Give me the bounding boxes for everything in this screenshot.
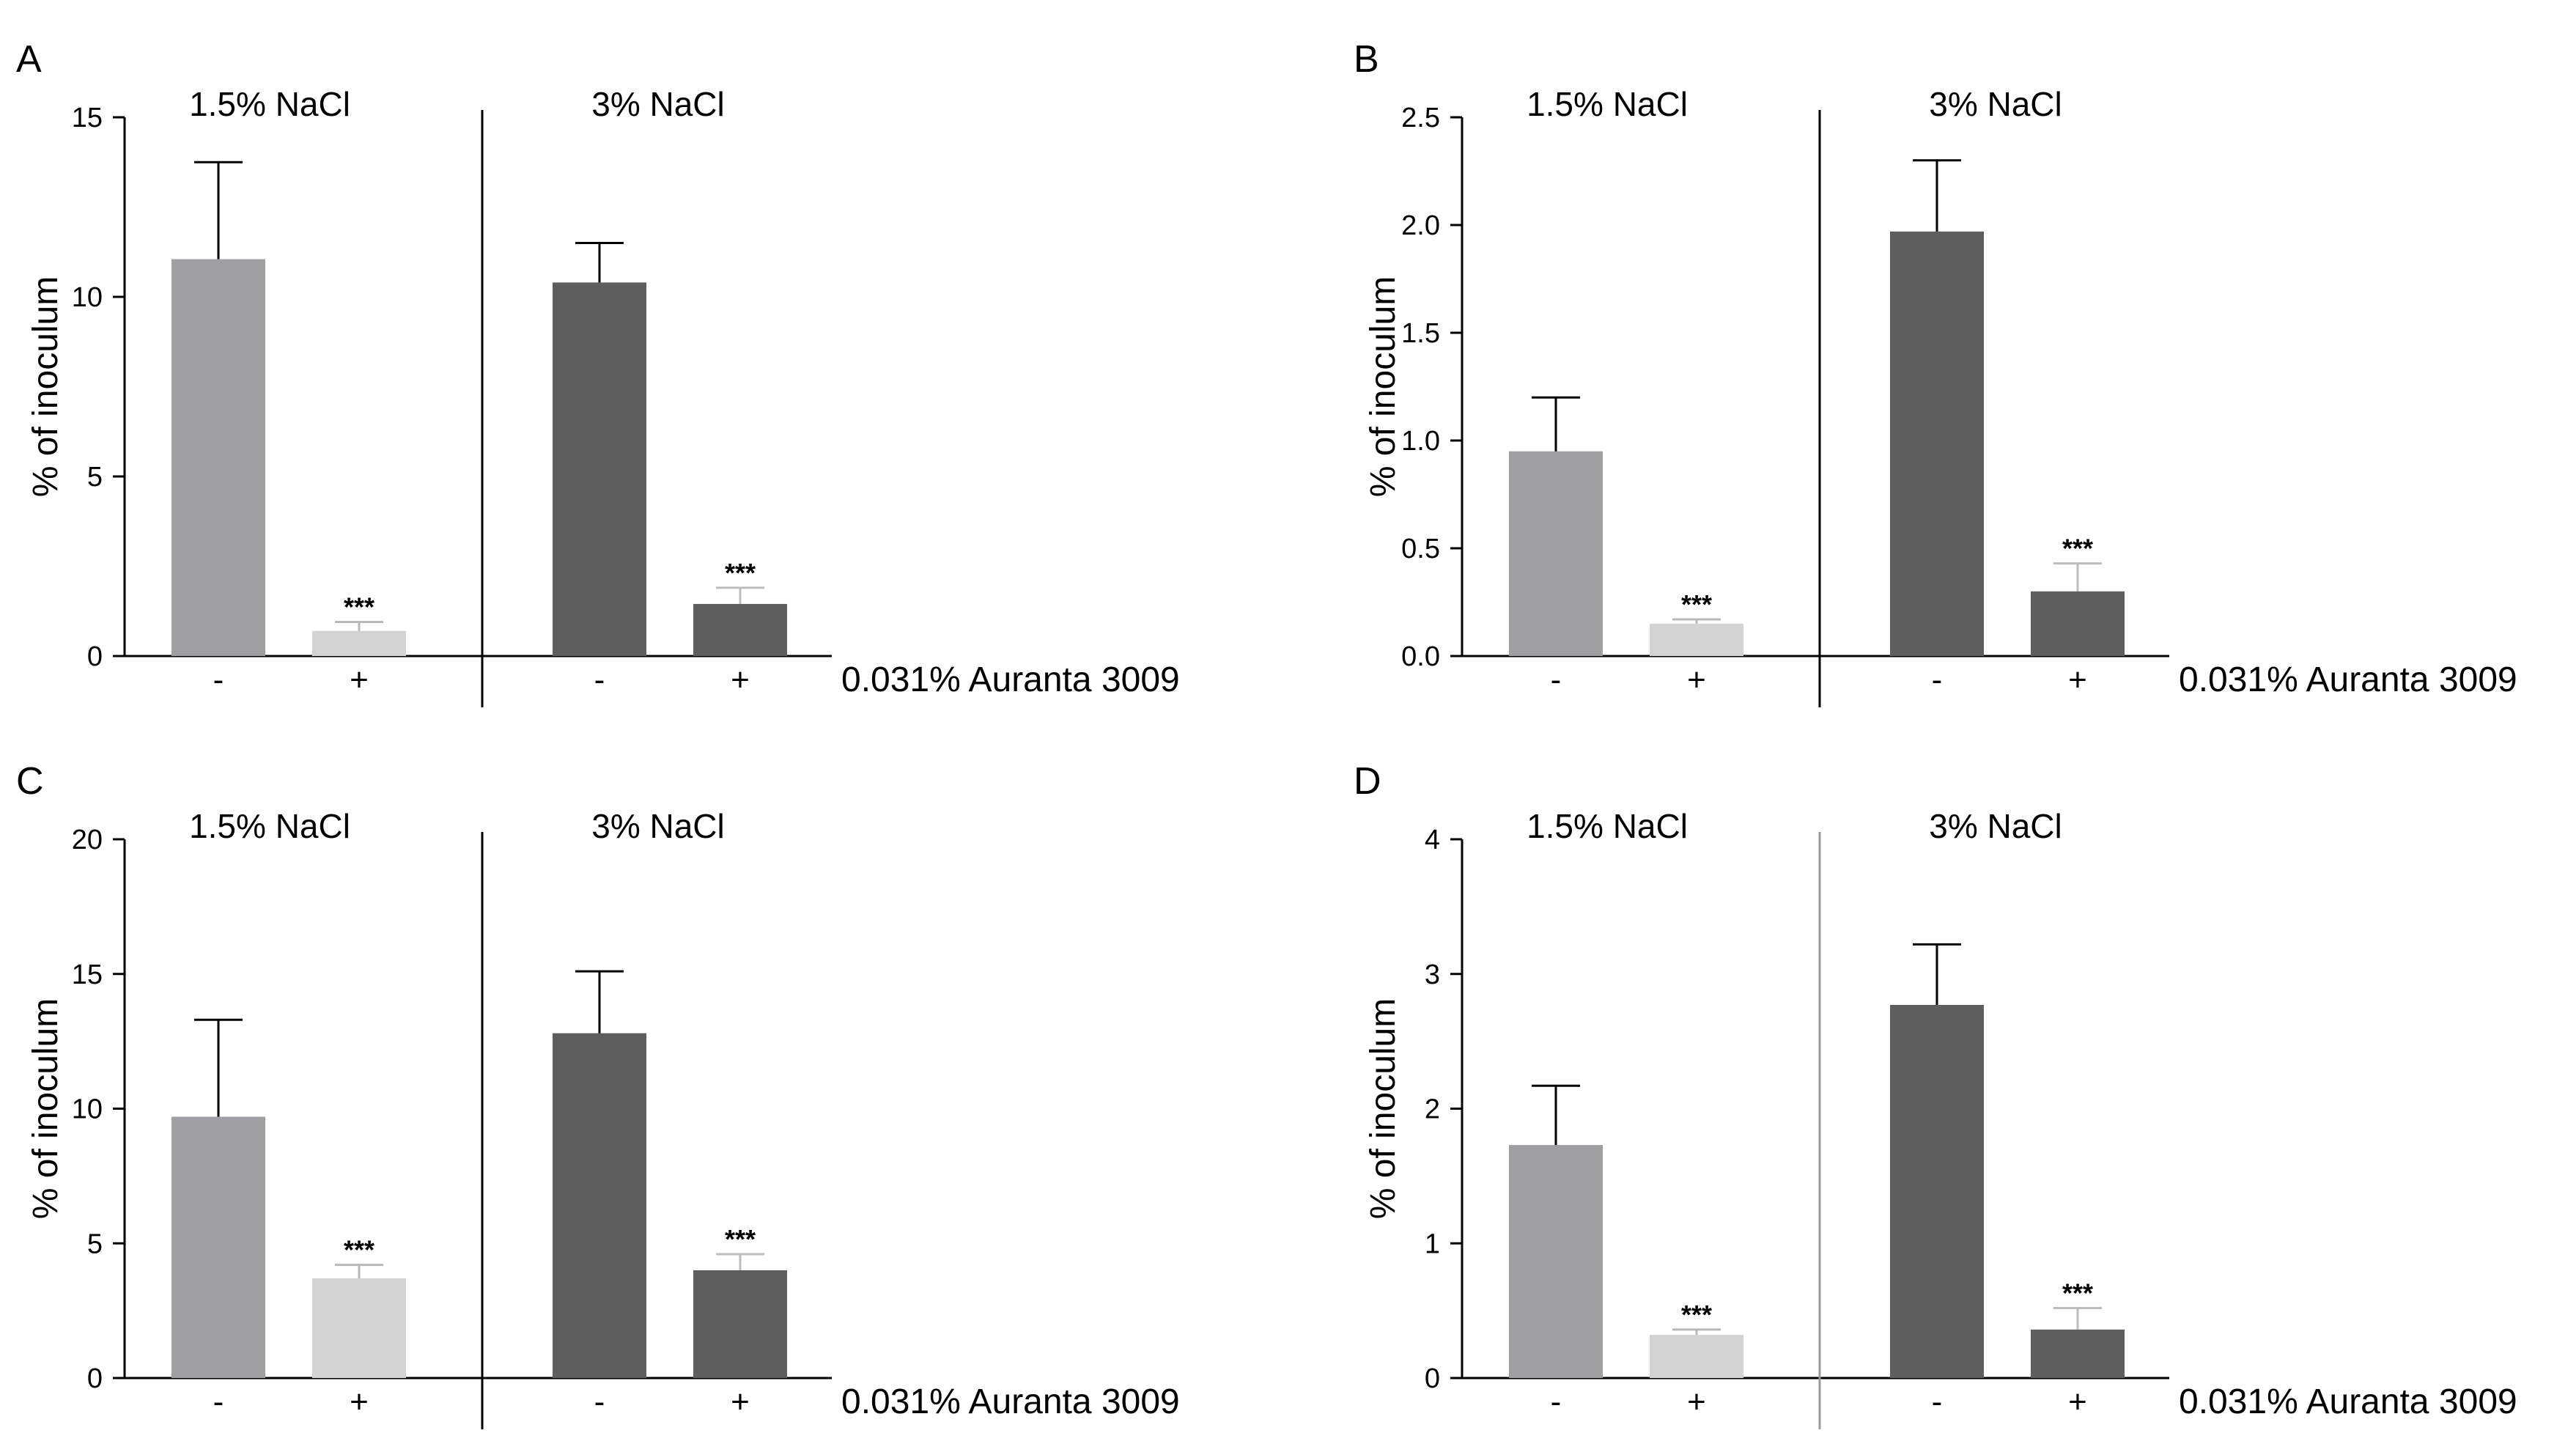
category-label: + xyxy=(350,662,369,698)
panel-letter: C xyxy=(16,760,44,803)
group-label: 3% NaCl xyxy=(1929,85,2062,123)
panel-D: D 0 1 2 3 4 % of inoculum 1.5% NaCl 3% NaCl - *** +… xyxy=(1354,760,2517,1429)
y-tick-label: 20 xyxy=(72,825,103,855)
category-label: - xyxy=(594,1384,605,1420)
bar-minus xyxy=(553,1033,646,1378)
bar-minus xyxy=(553,282,646,656)
y-tick-label: 0 xyxy=(1425,1363,1440,1394)
category-label: - xyxy=(213,662,224,698)
group-label: 1.5% NaCl xyxy=(189,85,350,123)
treatment-label: 0.031% Auranta 3009 xyxy=(2179,660,2517,699)
significance-label: *** xyxy=(2062,534,2093,564)
y-tick-label: 3 xyxy=(1425,959,1440,990)
y-tick-label: 2.0 xyxy=(1401,210,1440,241)
y-tick-label: 2 xyxy=(1425,1094,1440,1125)
bar-minus xyxy=(1890,1005,1984,1378)
bar-minus xyxy=(1509,1145,1603,1378)
bar-plus xyxy=(2031,591,2125,656)
bar-minus xyxy=(171,259,265,656)
category-label: - xyxy=(1932,662,1943,698)
category-label: + xyxy=(731,662,750,698)
panel-C: C 0 5 10 15 20 % of inoculum 1.5% NaCl 3% NaCl - *… xyxy=(16,760,1180,1429)
significance-label: *** xyxy=(725,1224,756,1254)
significance-label: *** xyxy=(1681,1300,1712,1330)
panel-B: B 0.0 0.5 1.0 1.5 2.0 2.5 % of inoculum 1.5% NaC… xyxy=(1354,38,2517,707)
significance-label: *** xyxy=(725,558,756,588)
y-axis-title: % of inoculum xyxy=(1364,276,1403,497)
category-label: + xyxy=(1687,1384,1706,1420)
panel-letter: A xyxy=(16,38,42,81)
group-label: 3% NaCl xyxy=(591,807,725,845)
y-tick-label: 0.5 xyxy=(1401,534,1440,564)
group-label: 1.5% NaCl xyxy=(1527,85,1688,123)
y-tick-label: 10 xyxy=(72,1094,103,1125)
y-tick-label: 15 xyxy=(72,103,103,133)
significance-label: *** xyxy=(1681,589,1712,619)
y-tick-label: 5 xyxy=(87,462,103,493)
panel-letter: B xyxy=(1354,38,1379,81)
panel-letter: D xyxy=(1354,760,1381,803)
y-tick-label: 10 xyxy=(72,282,103,313)
y-axis-title: % of inoculum xyxy=(1364,998,1403,1219)
category-label: - xyxy=(213,1384,224,1420)
treatment-label: 0.031% Auranta 3009 xyxy=(841,1382,1180,1421)
bar-minus xyxy=(1509,451,1603,656)
category-label: - xyxy=(1551,1384,1562,1420)
bar-plus xyxy=(312,1278,406,1378)
panel-A: A 0 5 10 15 % of inoculum 1.5% NaCl 3% NaCl - ***… xyxy=(16,38,1180,707)
category-label: - xyxy=(1551,662,1562,698)
y-tick-label: 1 xyxy=(1425,1228,1440,1259)
y-tick-label: 0 xyxy=(87,1363,103,1394)
bar-plus xyxy=(312,630,406,656)
significance-label: *** xyxy=(344,1235,374,1265)
y-tick-label: 4 xyxy=(1425,825,1440,855)
bar-plus xyxy=(693,603,787,656)
y-axis-title: % of inoculum xyxy=(26,276,65,497)
category-label: - xyxy=(594,662,605,698)
bar-plus xyxy=(2031,1329,2125,1378)
category-label: + xyxy=(731,1384,750,1420)
category-label: - xyxy=(1932,1384,1943,1420)
y-tick-label: 0 xyxy=(87,641,103,672)
y-tick-label: 0.0 xyxy=(1401,641,1440,672)
category-label: + xyxy=(2068,1384,2087,1420)
y-tick-label: 2.5 xyxy=(1401,103,1440,133)
bar-minus xyxy=(1890,231,1984,656)
category-label: + xyxy=(350,1384,369,1420)
group-label: 3% NaCl xyxy=(1929,807,2062,845)
y-tick-label: 5 xyxy=(87,1228,103,1259)
bar-plus xyxy=(693,1270,787,1378)
treatment-label: 0.031% Auranta 3009 xyxy=(2179,1382,2517,1421)
group-label: 1.5% NaCl xyxy=(1527,807,1688,845)
treatment-label: 0.031% Auranta 3009 xyxy=(841,660,1180,699)
significance-label: *** xyxy=(2062,1278,2093,1308)
category-label: + xyxy=(1687,662,1706,698)
bar-minus xyxy=(171,1116,265,1378)
category-label: + xyxy=(2068,662,2087,698)
bar-plus xyxy=(1650,623,1743,656)
bar-plus xyxy=(1650,1335,1743,1378)
y-axis-title: % of inoculum xyxy=(26,998,65,1219)
y-tick-label: 1.5 xyxy=(1401,318,1440,349)
significance-label: *** xyxy=(344,592,374,622)
y-tick-label: 1.0 xyxy=(1401,426,1440,457)
group-label: 3% NaCl xyxy=(591,85,725,123)
y-tick-label: 15 xyxy=(72,959,103,990)
group-label: 1.5% NaCl xyxy=(189,807,350,845)
